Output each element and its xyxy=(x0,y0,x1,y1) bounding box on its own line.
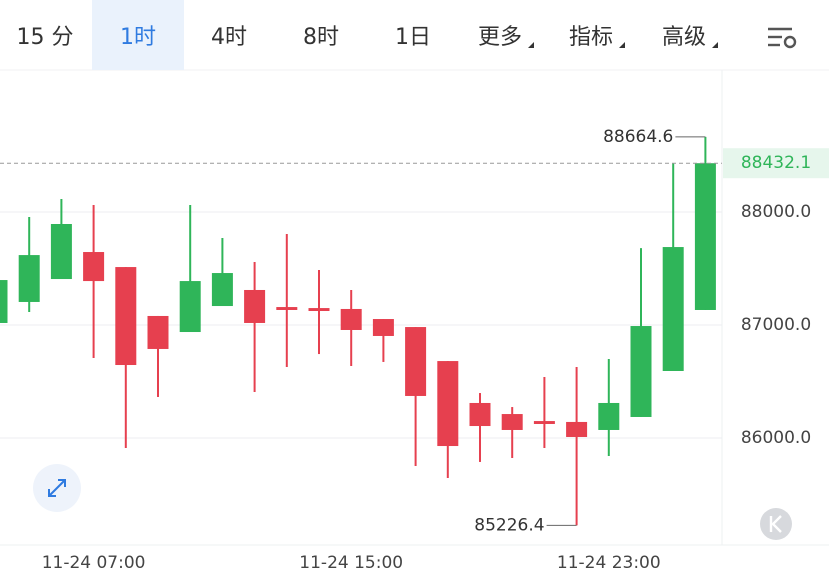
candle-body xyxy=(437,361,459,447)
back-to-latest-button[interactable] xyxy=(760,508,792,540)
dropdown-caret xyxy=(712,42,718,48)
plot-area xyxy=(0,136,722,526)
dropdown-caret xyxy=(528,42,534,48)
candle-body xyxy=(566,421,588,437)
candle-body xyxy=(372,319,394,336)
y-tick-label: 87000.0 xyxy=(741,315,811,335)
candle-body xyxy=(405,327,427,396)
x-tick-label: 11-24 23:00 xyxy=(557,553,661,573)
max-marker-label: 88664.6 xyxy=(603,127,673,147)
candle-body xyxy=(694,163,716,310)
candle-body xyxy=(469,402,491,427)
candles xyxy=(0,136,722,526)
y-tick-label: 86000.0 xyxy=(741,428,811,448)
candle-body xyxy=(211,273,233,307)
candle-body xyxy=(179,281,201,333)
last-price-label: 88432.1 xyxy=(741,153,811,173)
candle-body xyxy=(276,307,298,310)
tab[interactable]: 指标 xyxy=(569,25,613,50)
tab-highlight xyxy=(92,0,184,70)
candle-body xyxy=(630,326,652,417)
x-tick-label: 11-24 15:00 xyxy=(299,553,403,573)
y-tick-label: 88000.0 xyxy=(741,202,811,222)
tab[interactable]: 8时 xyxy=(303,25,339,50)
tab[interactable]: 15 分 xyxy=(17,25,74,50)
tab[interactable]: 1日 xyxy=(395,25,431,50)
last-price-box xyxy=(723,148,829,179)
candle-body xyxy=(147,315,169,349)
candle-body xyxy=(115,267,137,366)
tab[interactable]: 4时 xyxy=(211,25,247,50)
candle-body xyxy=(18,255,40,302)
candle-body xyxy=(83,252,105,282)
dropdown-caret xyxy=(619,42,625,48)
candle-body xyxy=(244,289,266,323)
candle-body xyxy=(533,421,555,424)
min-marker-label: 85226.4 xyxy=(474,515,544,535)
tab[interactable]: 高级 xyxy=(662,25,706,50)
settings-icon[interactable] xyxy=(768,27,797,49)
candle-body xyxy=(50,224,72,280)
candle-body xyxy=(598,402,620,430)
tab[interactable]: 更多 xyxy=(478,25,522,50)
candle-body xyxy=(501,414,523,430)
tab[interactable]: 1时 xyxy=(120,25,156,50)
expand-button[interactable] xyxy=(33,464,81,512)
x-tick-label: 11-24 07:00 xyxy=(42,553,146,573)
candle-body xyxy=(662,247,684,371)
candle-body xyxy=(340,308,362,330)
candle-body xyxy=(0,280,8,323)
candle-body xyxy=(308,308,330,312)
